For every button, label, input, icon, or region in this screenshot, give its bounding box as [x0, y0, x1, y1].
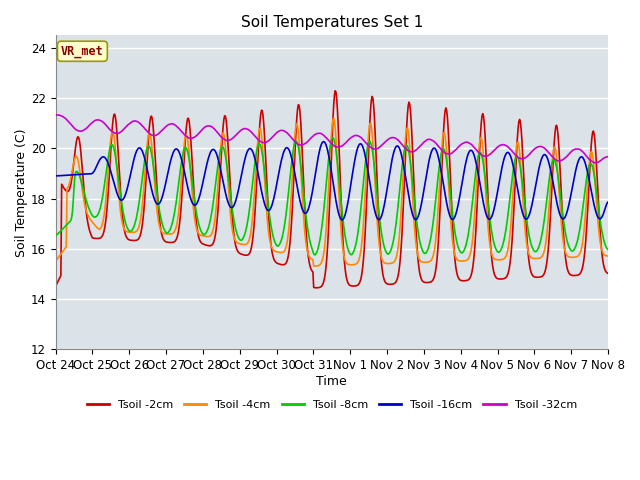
Line: Tsoil -16cm: Tsoil -16cm [56, 142, 608, 220]
Tsoil -16cm [52, 173, 60, 179]
Tsoil -2cm [118, 212, 126, 217]
Tsoil -32cm [175, 126, 183, 132]
Tsoil -16cm [339, 217, 346, 223]
Tsoil -2cm [175, 228, 182, 234]
Tsoil -2cm [313, 285, 321, 291]
Tsoil -2cm [332, 88, 339, 94]
Tsoil -2cm [401, 178, 408, 184]
Tsoil -4cm [118, 220, 126, 226]
Tsoil -32cm [205, 123, 212, 129]
Legend: Tsoil -2cm, Tsoil -4cm, Tsoil -8cm, Tsoil -16cm, Tsoil -32cm: Tsoil -2cm, Tsoil -4cm, Tsoil -8cm, Tsoi… [83, 396, 581, 415]
Tsoil -16cm [118, 197, 126, 203]
Tsoil -8cm [118, 205, 126, 211]
Tsoil -32cm [416, 144, 424, 149]
Tsoil -8cm [52, 233, 60, 239]
Tsoil -32cm [400, 144, 408, 149]
Tsoil -8cm [329, 135, 337, 141]
Tsoil -4cm [175, 211, 182, 216]
Tsoil -32cm [119, 127, 127, 132]
Tsoil -8cm [604, 247, 612, 252]
Tsoil -8cm [61, 223, 69, 229]
Tsoil -2cm [61, 187, 69, 193]
Tsoil -32cm [53, 112, 61, 118]
Title: Soil Temperatures Set 1: Soil Temperatures Set 1 [241, 15, 423, 30]
Tsoil -2cm [204, 242, 211, 248]
Tsoil -2cm [604, 271, 612, 276]
Tsoil -4cm [204, 234, 211, 240]
Tsoil -4cm [401, 151, 408, 156]
Tsoil -4cm [61, 245, 69, 251]
Tsoil -4cm [604, 253, 612, 259]
Tsoil -8cm [310, 252, 318, 258]
Tsoil -16cm [204, 158, 211, 164]
Tsoil -16cm [401, 167, 408, 173]
Tsoil -16cm [61, 172, 69, 178]
Tsoil -8cm [175, 182, 182, 188]
Text: VR_met: VR_met [61, 45, 104, 58]
Tsoil -16cm [604, 199, 612, 205]
Tsoil -4cm [310, 263, 318, 269]
Tsoil -4cm [417, 258, 424, 264]
Tsoil -32cm [604, 154, 612, 159]
Tsoil -16cm [417, 205, 424, 211]
Tsoil -32cm [52, 112, 60, 118]
Y-axis label: Soil Temperature (C): Soil Temperature (C) [15, 128, 28, 257]
Line: Tsoil -32cm: Tsoil -32cm [56, 115, 608, 163]
Line: Tsoil -8cm: Tsoil -8cm [56, 138, 608, 255]
Tsoil -16cm [320, 139, 328, 144]
Tsoil -8cm [204, 227, 211, 233]
Tsoil -4cm [52, 259, 60, 264]
Tsoil -8cm [401, 147, 408, 153]
Tsoil -2cm [52, 284, 60, 289]
Line: Tsoil -2cm: Tsoil -2cm [56, 91, 608, 288]
Tsoil -16cm [175, 148, 182, 154]
Tsoil -32cm [592, 160, 600, 166]
Tsoil -32cm [63, 116, 70, 122]
Tsoil -8cm [417, 241, 424, 247]
Line: Tsoil -4cm: Tsoil -4cm [56, 118, 608, 266]
X-axis label: Time: Time [316, 375, 347, 388]
Tsoil -2cm [417, 274, 424, 279]
Tsoil -4cm [330, 115, 337, 121]
